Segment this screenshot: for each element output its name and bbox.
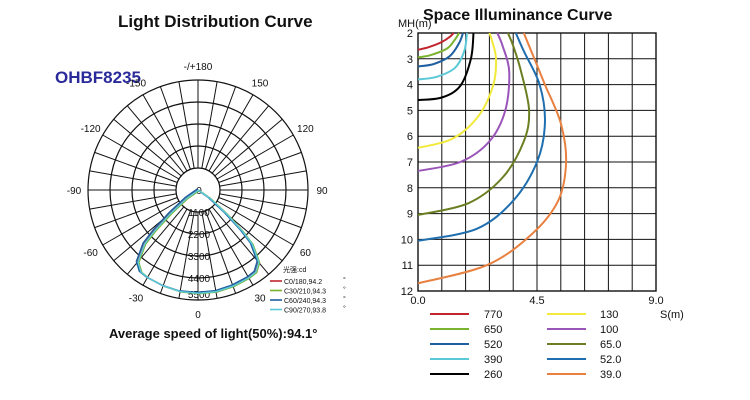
illuminance-y-tick-label: 10 bbox=[401, 234, 413, 246]
polar-legend-degree: ° bbox=[343, 305, 346, 313]
illuminance-y-tick-label: 8 bbox=[407, 183, 413, 195]
polar-angle-label: -30 bbox=[129, 293, 144, 304]
polar-angle-label: 60 bbox=[300, 248, 312, 259]
polar-radial-tick-label: 2200 bbox=[188, 230, 211, 241]
illuminance-legend-label: 65.0 bbox=[600, 339, 621, 351]
polar-grid-spoke bbox=[205, 86, 237, 170]
illuminance-y-tick-label: 3 bbox=[407, 54, 413, 66]
polar-grid-spoke bbox=[216, 134, 294, 180]
polar-grid-spoke bbox=[216, 200, 294, 246]
illuminance-chart-title: Space Illuminance Curve bbox=[423, 7, 613, 24]
polar-grid-spoke bbox=[219, 193, 307, 210]
polar-grid-spoke bbox=[159, 210, 191, 294]
polar-series-curve bbox=[137, 189, 260, 294]
polar-angle-label: 0 bbox=[195, 310, 201, 321]
polar-grid-spoke bbox=[218, 151, 302, 183]
illuminance-y-tick-label: 5 bbox=[407, 105, 413, 117]
illuminance-series-curve bbox=[417, 32, 546, 242]
polar-legend-label: C60/240,94.3 bbox=[284, 298, 326, 305]
illuminance-series-curve bbox=[417, 32, 498, 149]
polar-angle-label: -/+180 bbox=[184, 62, 213, 73]
polar-grid-spoke bbox=[178, 81, 195, 169]
polar-angle-label: 120 bbox=[297, 124, 314, 135]
polar-grid-spoke bbox=[178, 211, 195, 299]
illuminance-y-tick-label: 9 bbox=[407, 209, 413, 221]
polar-intensity-unit: 光强:cd bbox=[283, 265, 306, 274]
illuminance-y-tick-label: 2 bbox=[407, 28, 413, 40]
illuminance-series-curve bbox=[417, 32, 464, 68]
illuminance-legend-label: 39.0 bbox=[600, 369, 621, 381]
polar-grid-spoke bbox=[201, 211, 218, 299]
illuminance-series-curve bbox=[417, 32, 475, 102]
model-number: OHBF8235 bbox=[55, 68, 141, 87]
illuminance-x-tick-label: 4.5 bbox=[529, 295, 544, 307]
polar-grid-spoke bbox=[219, 170, 307, 187]
polar-grid-spoke bbox=[94, 151, 178, 183]
illuminance-series-curve bbox=[417, 32, 511, 172]
illuminance-y-axis-label: MH(m) bbox=[398, 18, 432, 30]
illuminance-y-tick-label: 4 bbox=[407, 80, 413, 92]
polar-grid-spoke bbox=[159, 86, 191, 170]
polar-grid-spoke bbox=[201, 81, 218, 169]
polar-grid-spoke bbox=[126, 105, 185, 174]
illuminance-x-axis-label: S(m) bbox=[660, 309, 684, 321]
illuminance-series-curve bbox=[417, 32, 568, 285]
polar-grid-spoke bbox=[94, 197, 178, 229]
illuminance-x-tick-label: 0.0 bbox=[410, 295, 425, 307]
polar-angle-label: -60 bbox=[83, 248, 98, 259]
polar-chart-title: Light Distribution Curve bbox=[118, 12, 313, 31]
illuminance-legend-label: 130 bbox=[600, 309, 618, 321]
polar-grid-spoke bbox=[89, 170, 177, 187]
illuminance-legend-label: 650 bbox=[484, 324, 502, 336]
illuminance-series-curve bbox=[417, 32, 531, 216]
polar-angle-label: -120 bbox=[81, 124, 101, 135]
illuminance-series-curve bbox=[417, 32, 468, 81]
illuminance-legend-label: 100 bbox=[600, 324, 618, 336]
illuminance-y-tick-label: 12 bbox=[401, 286, 413, 298]
polar-legend-degree: ° bbox=[343, 276, 346, 284]
illuminance-plot-frame bbox=[417, 32, 657, 292]
polar-grid-spoke bbox=[102, 200, 180, 246]
polar-grid-spoke bbox=[208, 94, 254, 172]
polar-legend-label: C90/270,93.8 bbox=[284, 308, 326, 315]
polar-radial-tick-label: 5500 bbox=[188, 290, 211, 301]
illuminance-x-tick-label: 9.0 bbox=[648, 295, 663, 307]
illuminance-legend-label: 260 bbox=[484, 369, 502, 381]
illuminance-series-curve bbox=[417, 32, 460, 59]
average-beam-angle: Average speed of light(50%):94.1° bbox=[109, 326, 318, 341]
polar-grid-spoke bbox=[142, 208, 188, 286]
illuminance-y-tick-label: 11 bbox=[402, 260, 413, 272]
illuminance-y-tick-label: 7 bbox=[407, 157, 413, 169]
polar-angle-label: -90 bbox=[67, 186, 82, 197]
polar-grid-spoke bbox=[142, 94, 188, 172]
polar-legend-degree: ° bbox=[343, 295, 346, 303]
polar-grid-spoke bbox=[214, 118, 283, 177]
polar-angle-label: 150 bbox=[252, 79, 269, 90]
illuminance-series-curve bbox=[417, 32, 455, 51]
polar-grid-spoke bbox=[218, 197, 302, 229]
polar-legend-label: C0/180,94.2 bbox=[284, 279, 322, 286]
illuminance-legend-label: 390 bbox=[484, 354, 502, 366]
polar-grid-spoke bbox=[89, 193, 177, 210]
polar-radial-tick-label: 3300 bbox=[188, 252, 211, 263]
illuminance-legend-label: 770 bbox=[484, 309, 502, 321]
illuminance-y-tick-label: 6 bbox=[407, 131, 413, 143]
polar-grid-spoke bbox=[208, 208, 254, 286]
polar-grid-spoke bbox=[113, 118, 182, 177]
polar-grid-spoke bbox=[102, 134, 180, 180]
illuminance-legend-label: 520 bbox=[484, 339, 502, 351]
polar-angle-label: 90 bbox=[316, 186, 328, 197]
illuminance-legend-label: 52.0 bbox=[600, 354, 621, 366]
polar-grid-spoke bbox=[205, 210, 237, 294]
polar-radial-tick-label: 1100 bbox=[188, 208, 210, 219]
polar-radial-tick-label: 4400 bbox=[188, 274, 211, 285]
polar-angle-label: 30 bbox=[254, 293, 266, 304]
polar-legend-degree: ° bbox=[343, 286, 346, 294]
polar-grid-spoke bbox=[211, 105, 270, 174]
polar-legend-label: C30/210,94.3 bbox=[284, 289, 326, 296]
polar-angle-label: -150 bbox=[126, 79, 146, 90]
